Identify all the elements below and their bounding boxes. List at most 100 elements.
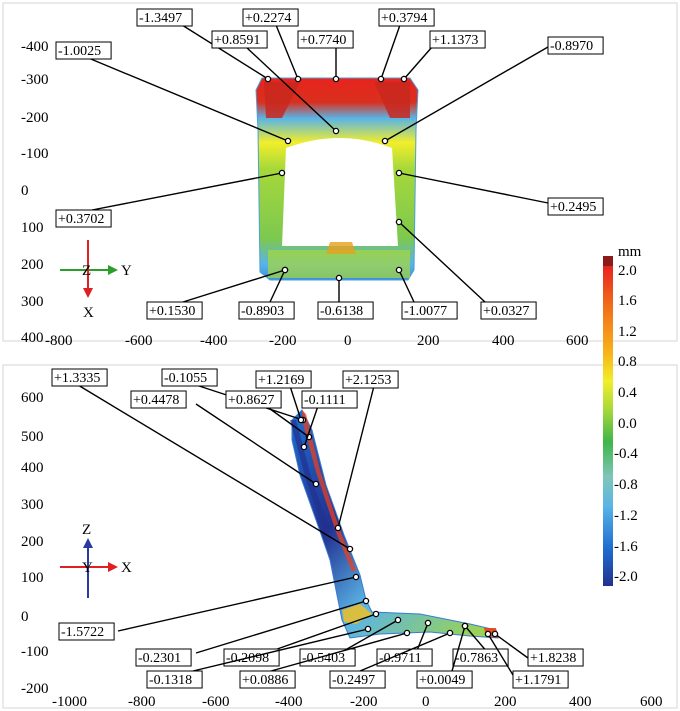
- colorbar-unit: mm: [618, 244, 642, 260]
- top-view-callouts: -1.3497 +0.2274 +0.3794 +0.8591 +0.7740 +1.13…: [55, 8, 604, 320]
- triad-label-x: X: [121, 560, 132, 576]
- side-view-deviation-value: +0.0886: [242, 673, 288, 688]
- x-arrow-icon: [83, 288, 93, 298]
- side-view-measurement-point: [491, 630, 499, 638]
- x-tick: -400: [275, 694, 303, 710]
- side-view-deviation-value: -0.7863: [455, 651, 498, 666]
- x-tick: 400: [569, 694, 592, 710]
- y-tick: 300: [21, 497, 44, 513]
- side-view-label-box: [299, 648, 356, 667]
- side-view-label-box: [135, 648, 192, 667]
- side-view-measurement-point: [346, 545, 354, 553]
- top-view-label-box: [211, 30, 268, 49]
- side-view-x-ticks: -1000 -800 -600 -400 -200 0 200 400 600: [52, 694, 663, 710]
- top-view-label-box: [136, 8, 193, 27]
- top-view-label-box: [55, 209, 112, 228]
- top-view-measurement-point: [281, 266, 289, 274]
- side-view-deviation-value: -1.5722: [61, 625, 104, 640]
- side-view-deviation-value: -0.1111: [304, 393, 346, 408]
- y-tick: 0: [21, 183, 29, 199]
- y-tick: 500: [21, 429, 44, 445]
- top-view-label-box: [317, 301, 374, 320]
- y-tick: -100: [21, 644, 49, 660]
- side-view-axis-triad: X Z Y: [60, 522, 132, 598]
- x-tick: -800: [128, 694, 156, 710]
- side-view-measurement-point: [446, 629, 454, 637]
- top-panel-frame: [2, 2, 678, 342]
- top-view-deviation-value: +0.3794: [381, 11, 427, 26]
- top-view-axis-triad: Y X Z: [60, 240, 132, 321]
- z-arrow-icon: [83, 538, 93, 548]
- side-view-measurement-point: [394, 616, 402, 624]
- top-view-measurement-point: [377, 75, 385, 83]
- top-view-surface: [255, 77, 419, 281]
- y-tick: -200: [21, 681, 49, 697]
- side-view-deviation-value: +0.4478: [133, 393, 179, 408]
- colorbar-tick: -1.2: [614, 508, 638, 524]
- side-view-leader-line: [359, 632, 451, 672]
- side-view-label-box: [130, 390, 187, 409]
- side-view-leader-line: [117, 576, 357, 632]
- side-view-measurement-point: [484, 630, 492, 638]
- top-view-label-box: [146, 301, 203, 320]
- side-view-deviation-value: +1.2169: [258, 373, 304, 388]
- x-tick: -200: [350, 694, 378, 710]
- top-view-leader-line: [380, 24, 401, 80]
- top-view-label-box: [480, 301, 537, 320]
- top-view-deviation-value: -0.6138: [320, 304, 363, 319]
- side-panel-frame: [2, 364, 678, 709]
- side-view-label-box: [376, 648, 433, 667]
- top-view-deviation-value: +0.7740: [300, 33, 346, 48]
- side-view-deviation-value: +1.8238: [530, 651, 576, 666]
- side-view-leader-line: [289, 385, 302, 421]
- x-tick: 600: [566, 333, 589, 349]
- top-view-measurement-point: [332, 127, 340, 135]
- x-tick: 0: [422, 694, 430, 710]
- top-view-label-box: [242, 8, 299, 27]
- colorbar-tick: 1.2: [618, 324, 637, 340]
- side-view-measurement-point: [334, 524, 342, 532]
- side-view-label-box: [512, 670, 569, 689]
- side-view-deviation-value: -0.2301: [138, 651, 181, 666]
- top-view-deviation-value: -1.0025: [58, 44, 101, 59]
- top-view-measurement-point: [284, 137, 292, 145]
- top-view-leader-line: [275, 24, 299, 80]
- top-view-measurement-point: [264, 75, 272, 83]
- side-view-deviation-value: -0.2497: [332, 673, 375, 688]
- y-tick: 300: [21, 294, 44, 310]
- side-view-label-box: [452, 648, 509, 667]
- side-view-label-box: [342, 370, 399, 389]
- side-view-leader-line: [265, 613, 377, 654]
- side-view-leader-line: [265, 405, 310, 438]
- colorbar-tick: -0.4: [614, 446, 638, 462]
- y-tick: 600: [21, 390, 44, 406]
- triad-label-y: Y: [121, 263, 132, 279]
- top-view-measurement-point: [278, 169, 286, 177]
- triad-label-z: Z: [82, 522, 91, 538]
- y-tick: -200: [21, 110, 49, 126]
- side-view-measurement-point: [372, 610, 380, 618]
- top-view-x-ticks: -800 -600 -400 -200 0 200 400 600: [45, 333, 589, 349]
- side-view-measurement-point: [403, 629, 411, 637]
- triad-label-z: Z: [82, 263, 91, 279]
- side-view-leader-line: [415, 622, 429, 654]
- top-view-label-box: [547, 36, 604, 55]
- x-tick: 600: [640, 694, 663, 710]
- top-view-deviation-value: -0.8903: [241, 304, 284, 319]
- top-view-measurement-point: [395, 218, 403, 226]
- side-view-deviation-value: +0.0049: [419, 673, 465, 688]
- side-view-leader-line: [303, 405, 319, 448]
- side-view-label-box: [416, 670, 473, 689]
- top-view-leader-line: [182, 269, 286, 303]
- side-view-surface: [290, 409, 499, 639]
- top-view-leader-line: [245, 46, 337, 132]
- top-view-measurement-point: [395, 266, 403, 274]
- side-view-measurement-point: [362, 597, 370, 605]
- top-view-deviation-value: +1.1373: [432, 33, 478, 48]
- side-view-measurement-point: [461, 622, 469, 630]
- x-tick: -400: [200, 333, 228, 349]
- colorbar-tick: 0.8: [618, 354, 637, 370]
- x-tick: -200: [269, 333, 297, 349]
- side-view-label-box: [239, 670, 296, 689]
